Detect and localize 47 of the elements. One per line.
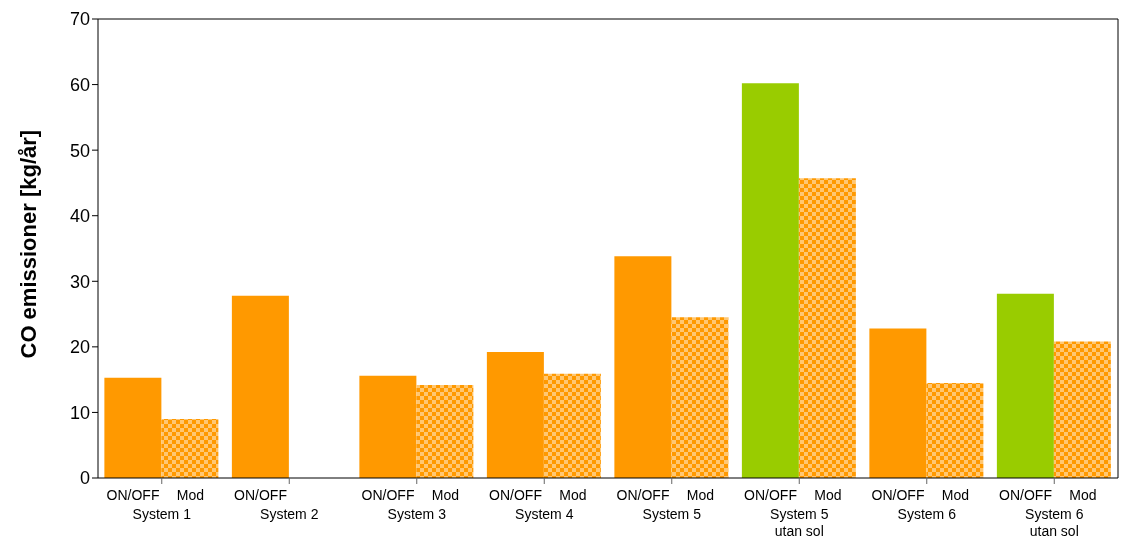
- text: ON/OFF: [744, 487, 797, 503]
- bar: [614, 256, 672, 478]
- y-tick-label: 20: [69, 337, 90, 358]
- y-tick-label: 40: [69, 206, 90, 227]
- y-tick-label: 10: [69, 402, 90, 423]
- text: Mod: [431, 487, 460, 503]
- text: Mod: [941, 487, 970, 503]
- x-tick-label: System 6 utan sol: [1025, 506, 1084, 539]
- bar: [104, 377, 162, 478]
- y-tick-label: 70: [69, 9, 90, 30]
- text: ON/OFF: [999, 487, 1052, 503]
- x-tick-label: System 4: [515, 506, 574, 522]
- y-tick-label: 60: [69, 74, 90, 95]
- bar: [926, 382, 984, 478]
- text: Mod: [1069, 487, 1097, 503]
- text: Mod: [814, 487, 842, 503]
- series-label: Mod: [176, 487, 205, 503]
- bar: [741, 83, 799, 478]
- text: Mod: [686, 487, 715, 503]
- bar: [161, 418, 219, 478]
- x-tick-label: System 6: [897, 506, 957, 522]
- x-tick-label: System 2: [260, 506, 319, 522]
- text: Mod: [559, 487, 587, 503]
- x-tick-label: System 5: [642, 506, 702, 522]
- text: ON/OFF: [871, 487, 925, 503]
- text: ON/OFF: [234, 487, 287, 503]
- bar: [671, 317, 729, 478]
- series-label: ON/OFF: [106, 487, 160, 503]
- y-tick-label: 30: [69, 271, 90, 292]
- bar: [231, 295, 289, 478]
- text: ON/OFF: [361, 487, 415, 503]
- bar: [869, 328, 927, 478]
- text: ON/OFF: [616, 487, 670, 503]
- x-tick-label: System 3: [387, 506, 447, 522]
- y-tick-label: 50: [69, 140, 90, 161]
- bar: [359, 375, 417, 478]
- bar: [543, 373, 601, 478]
- bar: [416, 384, 474, 478]
- x-tick-label: System 1: [132, 506, 192, 522]
- text: ON/OFF: [489, 487, 542, 503]
- bar: [996, 293, 1054, 478]
- bar: [486, 352, 544, 478]
- y-axis-title: CO emissioner [kg/år]: [15, 129, 41, 359]
- x-tick-label: System 5 utan sol: [770, 506, 829, 539]
- y-tick-label: 0: [79, 468, 90, 489]
- bar: [1053, 341, 1111, 478]
- bar: [798, 178, 856, 478]
